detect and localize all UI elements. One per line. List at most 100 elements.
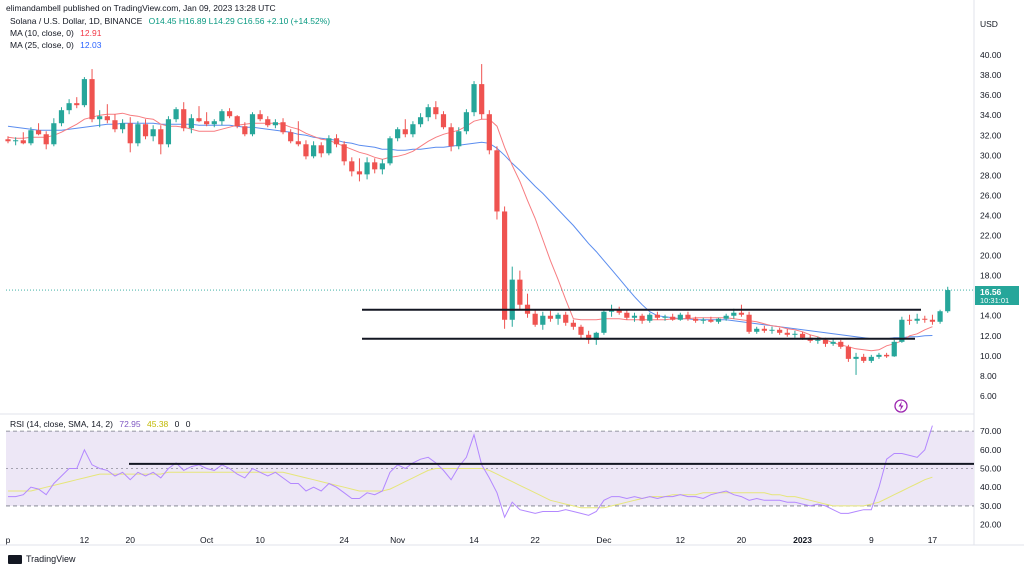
candle-body [662, 316, 668, 318]
candle-body [784, 332, 790, 335]
candle-body [28, 130, 34, 144]
candle-body [822, 339, 829, 344]
price-tick-label: 32.00 [980, 130, 1002, 140]
candle-body [219, 111, 225, 122]
candle-body [226, 111, 233, 117]
candle-body [402, 129, 408, 135]
candle-body [112, 120, 118, 130]
candle-body [311, 145, 317, 157]
candle-body [257, 114, 263, 120]
candle-body [265, 119, 271, 126]
candle-body [13, 140, 19, 142]
ma10-value: 12.91 [80, 28, 102, 38]
candle-body [845, 346, 851, 359]
candle-body [547, 315, 554, 319]
currency-label: USD [980, 19, 998, 29]
ma25-legend[interactable]: MA (25, close, 0) 12.03 [10, 40, 101, 50]
candle-body [387, 138, 393, 164]
price-tick-label: 6.00 [980, 391, 997, 401]
candle-body [333, 138, 340, 145]
candle-body [540, 315, 546, 325]
candle-body [120, 123, 126, 130]
tradingview-logo-icon [8, 554, 22, 564]
candle-body [341, 144, 347, 162]
candle-body [173, 109, 179, 120]
rsi-tick-label: 60.00 [980, 445, 1002, 455]
candle-body [74, 103, 80, 106]
time-tick-label: 12 [80, 535, 90, 545]
candle-body [43, 134, 49, 145]
candle-body [89, 79, 95, 120]
candle-body [715, 318, 722, 322]
symbol-name[interactable]: Solana / U.S. Dollar, 1D, BINANCE [10, 16, 143, 26]
candle-body [670, 316, 676, 320]
candle-body [20, 140, 26, 144]
candle-body [81, 79, 87, 106]
candle-body [884, 354, 890, 357]
price-tick-label: 20.00 [980, 251, 1002, 261]
time-tick-label: Oct [200, 535, 214, 545]
candle-body [135, 124, 141, 144]
candle-body [471, 84, 477, 113]
price-tick-label: 18.00 [980, 271, 1002, 281]
candle-body [410, 124, 416, 135]
candle-body [937, 311, 943, 322]
price-tick-label: 38.00 [980, 70, 1002, 80]
candle-body [906, 319, 913, 321]
price-tick-label: 26.00 [980, 190, 1002, 200]
rsi-zero-2: 0 [185, 419, 191, 429]
ma25-label: MA (25, close, 0) [10, 40, 74, 50]
candle-body [639, 315, 645, 321]
candle-body [364, 162, 370, 175]
ma25-value: 12.03 [80, 40, 102, 50]
candle-body [624, 312, 630, 318]
time-tick-label: 20 [737, 535, 747, 545]
rsi-tick-label: 20.00 [980, 520, 1002, 530]
candle-body [853, 356, 859, 359]
time-tick-label: 12 [676, 535, 686, 545]
candle-body [66, 103, 72, 111]
bar-countdown: 10:31:01 [980, 296, 1009, 305]
candle-body [379, 163, 385, 170]
candle-body [815, 339, 821, 341]
candle-body [761, 328, 767, 331]
time-tick-label: 14 [469, 535, 479, 545]
time-tick-label: Nov [390, 535, 406, 545]
time-tick-label: Dec [596, 535, 612, 545]
ma10-legend[interactable]: MA (10, close, 0) 12.91 [10, 28, 101, 38]
candle-body [158, 129, 164, 145]
candle-body [448, 127, 454, 147]
publisher-header: elimandambell published on TradingView.c… [6, 3, 276, 13]
candle-body [188, 118, 194, 129]
candle-body [769, 329, 775, 331]
candle-body [570, 322, 576, 327]
candle-body [104, 116, 110, 121]
price-tick-label: 30.00 [980, 150, 1002, 160]
alert-icon[interactable] [894, 399, 908, 413]
candle-body [647, 314, 653, 321]
time-axis: p 12 20 Oct 10 24 Nov 14 22 Dec 12 20 2023 9 17 [6, 535, 938, 545]
price-tick-label: 28.00 [980, 170, 1002, 180]
candle-body [440, 114, 447, 128]
candle-body [456, 131, 462, 147]
price-tick-label: 34.00 [980, 110, 1002, 120]
candle-body [868, 356, 874, 361]
candle-body [295, 141, 301, 145]
candle-body [838, 341, 844, 347]
rsi-ma-value: 45.38 [147, 419, 169, 429]
candle-body [517, 279, 523, 305]
footer-brand: TradingView [26, 554, 76, 564]
rsi-legend[interactable]: RSI (14, close, SMA, 14, 2) 72.95 45.38 … [10, 419, 191, 429]
candle-body [127, 123, 133, 144]
candle-body [754, 328, 760, 332]
candle-body [395, 129, 401, 139]
candle-body [417, 117, 424, 125]
rsi-label: RSI (14, close, SMA, 14, 2) [10, 419, 113, 429]
candle-body [349, 161, 355, 172]
price-tick-label: 40.00 [980, 50, 1002, 60]
time-tick-label: p [6, 535, 11, 545]
candle-body [196, 118, 202, 122]
candle-body [578, 326, 584, 335]
candle-body [288, 132, 294, 142]
